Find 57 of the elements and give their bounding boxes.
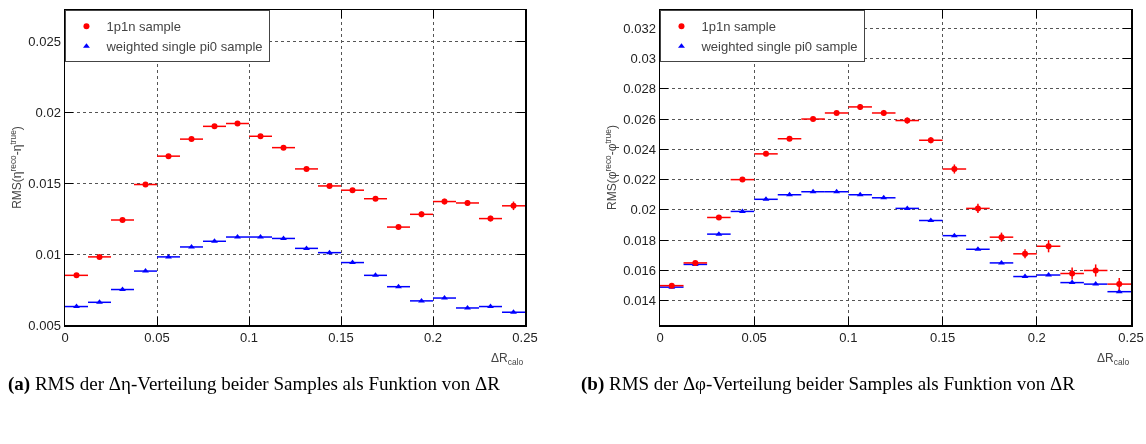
y-tick-label: 0.018 bbox=[623, 232, 656, 248]
point bbox=[1092, 267, 1099, 274]
point bbox=[73, 303, 80, 309]
point bbox=[833, 188, 841, 194]
x-tick-label: 0.15 bbox=[929, 330, 956, 346]
y-tick-label: 0.016 bbox=[623, 263, 656, 279]
y-tick-label: 0.022 bbox=[623, 172, 656, 188]
point bbox=[441, 295, 448, 300]
x-tick-label: 0.1 bbox=[839, 330, 858, 346]
y-tick-label: 0.02 bbox=[35, 104, 61, 120]
point bbox=[1021, 273, 1029, 279]
y-tick-label: 0.014 bbox=[623, 293, 656, 309]
point bbox=[487, 303, 494, 309]
y-tick-label: 0.01 bbox=[35, 246, 61, 262]
point bbox=[257, 234, 264, 239]
y-tick-label: 0.025 bbox=[28, 33, 61, 49]
x-tick-label: 0.15 bbox=[328, 330, 354, 346]
y-tick-label: 0.028 bbox=[623, 81, 656, 97]
x-tick-label: 0.1 bbox=[239, 330, 259, 346]
legend-label: weighted single pi0 sample bbox=[700, 39, 858, 55]
point bbox=[142, 268, 149, 273]
point bbox=[1068, 279, 1076, 285]
legend-label: 1p1n sample bbox=[106, 19, 181, 35]
text: (a) RMS der Δη-Verteilung beider Samples als Funktion von ΔR bbox=[7, 373, 501, 395]
point bbox=[349, 259, 356, 265]
y-tick-label: 0.032 bbox=[623, 20, 656, 36]
y-tick-label: 0.026 bbox=[623, 111, 656, 127]
point bbox=[1116, 281, 1123, 288]
x-axis-title: ΔR$_{calo}$ bbox=[491, 351, 524, 367]
x-tick-label: 0.05 bbox=[144, 330, 170, 346]
point bbox=[96, 299, 103, 304]
y-tick-label: 0.005 bbox=[28, 317, 61, 333]
y-tick-label: 0.015 bbox=[28, 175, 61, 191]
x-tick-label: 0.25 bbox=[512, 330, 538, 346]
x-tick-label: 0 bbox=[656, 330, 664, 346]
point bbox=[1045, 243, 1052, 250]
x-tick-label: 0 bbox=[61, 330, 69, 346]
point bbox=[280, 235, 287, 240]
point bbox=[119, 286, 126, 292]
text: (b) RMS der Δφ-Verteilung beider Samples als Funktion von ΔR bbox=[580, 373, 1076, 395]
point bbox=[211, 238, 218, 243]
x-axis-title: ΔR$_{calo}$ bbox=[1097, 351, 1130, 367]
legend-label: weighted single pi0 sample bbox=[105, 39, 263, 55]
x-tick-label: 0.2 bbox=[423, 330, 443, 346]
point bbox=[372, 272, 379, 277]
point bbox=[510, 309, 517, 314]
x-tick-label: 0.2 bbox=[1027, 330, 1046, 346]
x-tick-label: 0.05 bbox=[741, 330, 767, 346]
y-tick-label: 0.024 bbox=[623, 141, 656, 157]
y-tick-label: 0.02 bbox=[630, 202, 656, 218]
legend-label: 1p1n sample bbox=[701, 19, 776, 35]
point bbox=[303, 245, 310, 250]
y-tick-label: 0.03 bbox=[630, 51, 656, 67]
x-tick-label: 0.25 bbox=[1118, 330, 1144, 346]
point bbox=[234, 234, 241, 239]
point bbox=[1069, 270, 1076, 277]
point bbox=[950, 232, 958, 238]
